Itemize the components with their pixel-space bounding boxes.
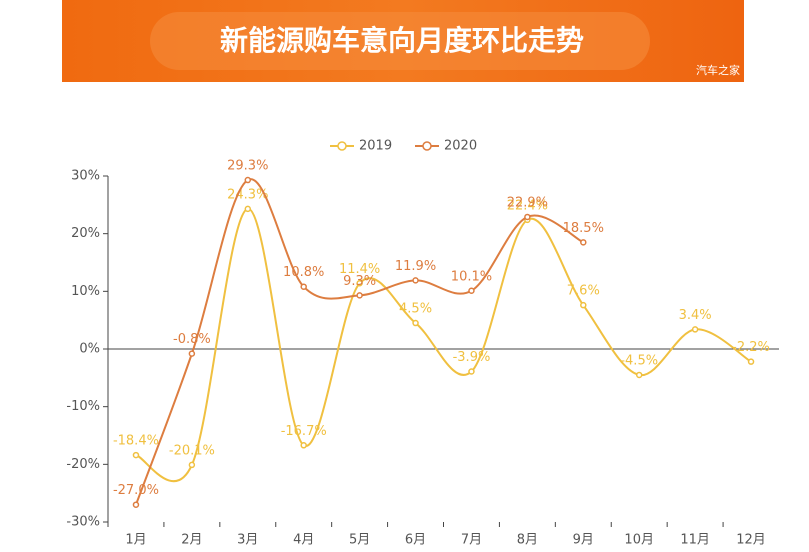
value-label: 18.5%: [563, 221, 604, 236]
point: [524, 213, 531, 221]
point: [244, 205, 252, 213]
value-label: -20.1%: [169, 443, 215, 458]
value-label: -2.2%: [732, 340, 770, 355]
point: [132, 451, 140, 459]
point: [635, 371, 643, 379]
value-label: 11.9%: [395, 259, 436, 274]
value-label: -4.5%: [620, 353, 658, 368]
value-label: -0.8%: [173, 332, 211, 347]
value-label: 29.3%: [227, 159, 268, 174]
x-tick-label: 12月: [736, 533, 766, 548]
legend-marker: [337, 141, 347, 151]
point: [468, 287, 475, 295]
value-label: 24.3%: [227, 187, 268, 202]
point: [300, 442, 307, 449]
x-tick-label: 3月: [237, 533, 258, 548]
point: [468, 368, 475, 375]
x-tick-label: 2月: [181, 533, 202, 548]
point: [691, 326, 699, 333]
banner-pill: [150, 12, 650, 70]
legend-marker: [422, 141, 432, 151]
series-line: [135, 207, 752, 483]
x-tick-label: 5月: [349, 533, 370, 548]
y-tick-label: -30%: [66, 515, 100, 530]
point: [244, 176, 252, 184]
x-tick-label: 9月: [573, 533, 594, 548]
point: [188, 461, 196, 469]
y-tick-label: 30%: [71, 169, 100, 184]
value-label: 9.3%: [343, 274, 376, 289]
value-label: 4.5%: [399, 302, 432, 317]
point: [132, 501, 140, 508]
y-tick-label: 10%: [71, 284, 100, 299]
x-tick-label: 8月: [517, 533, 538, 548]
watermark: 汽车之家: [696, 63, 740, 77]
point: [747, 358, 755, 365]
point: [412, 319, 419, 327]
point: [580, 301, 587, 309]
x-tick-label: 7月: [461, 533, 482, 548]
y-tick-label: -20%: [66, 457, 100, 472]
x-tick-label: 1月: [125, 533, 146, 548]
value-label: 22.4%: [507, 198, 548, 213]
x-tick-label: 4月: [293, 533, 314, 548]
banner-title: 新能源购车意向月度环比走势: [220, 24, 584, 57]
point: [300, 283, 307, 290]
point: [356, 292, 363, 299]
value-label: 10.8%: [283, 265, 324, 280]
x-tick-label: 11月: [680, 533, 710, 548]
y-tick-label: 20%: [71, 226, 100, 241]
value-label: -27.0%: [113, 483, 159, 498]
series-line: [135, 178, 584, 506]
value-label: 10.1%: [451, 269, 492, 284]
value-label: -3.9%: [453, 350, 491, 365]
legend-label: 2019: [359, 139, 392, 154]
y-tick-label: -10%: [66, 399, 100, 414]
point: [412, 277, 419, 284]
value-label: -16.7%: [281, 424, 327, 439]
x-tick-label: 6月: [405, 533, 426, 548]
point: [188, 350, 196, 357]
point: [356, 280, 363, 287]
value-label: 3.4%: [679, 308, 712, 323]
x-tick-label: 10月: [624, 533, 654, 548]
value-label: -18.4%: [113, 434, 159, 449]
legend-label: 2020: [444, 139, 477, 154]
point: [580, 239, 587, 246]
value-label: 11.4%: [339, 262, 380, 277]
value-label: 7.6%: [567, 284, 600, 299]
value-label: 22.9%: [507, 195, 548, 210]
y-tick-label: 0%: [79, 342, 100, 357]
